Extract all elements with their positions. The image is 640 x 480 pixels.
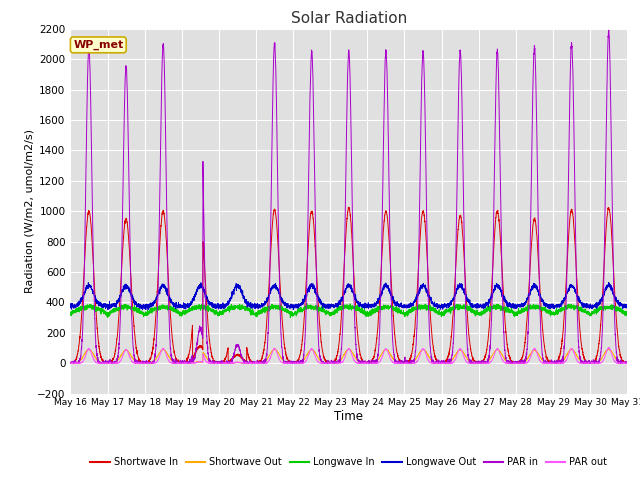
- Legend: Shortwave In, Shortwave Out, Longwave In, Longwave Out, PAR in, PAR out: Shortwave In, Shortwave Out, Longwave In…: [86, 453, 611, 471]
- X-axis label: Time: Time: [334, 410, 364, 423]
- Title: Solar Radiation: Solar Radiation: [291, 11, 407, 26]
- Y-axis label: Radiation (W/m2, umol/m2/s): Radiation (W/m2, umol/m2/s): [24, 129, 35, 293]
- Text: WP_met: WP_met: [73, 40, 124, 50]
